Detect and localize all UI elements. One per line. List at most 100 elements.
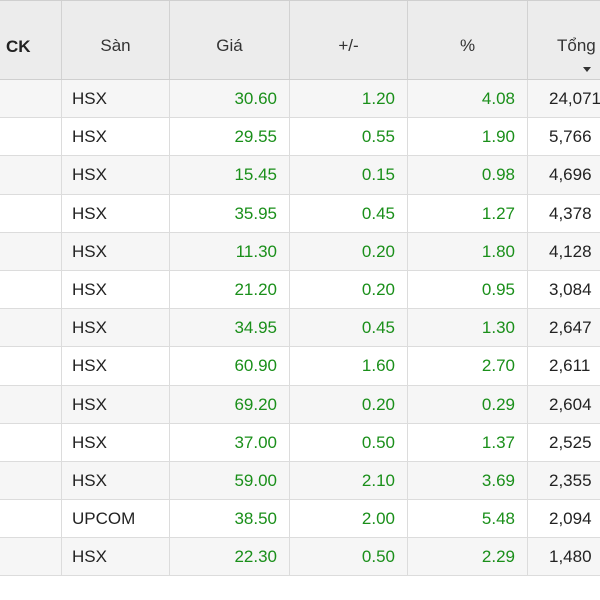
table-row[interactable]: HSX 22.30 0.50 2.29 1,480 bbox=[0, 538, 600, 577]
column-header-volume-label: Tổng bbox=[557, 36, 596, 55]
change-cell: 1.20 bbox=[290, 80, 408, 118]
table-row[interactable]: HSX 11.30 0.20 1.80 4,128 bbox=[0, 232, 600, 271]
column-header-percent[interactable]: % bbox=[408, 1, 528, 79]
change-cell: 0.45 bbox=[290, 309, 408, 347]
table-row[interactable]: UPCOM 38.50 2.00 5.48 2,094 bbox=[0, 500, 600, 539]
percent-cell: 2.70 bbox=[408, 347, 528, 385]
percent-cell: 1.30 bbox=[408, 309, 528, 347]
exchange-cell: UPCOM bbox=[62, 500, 170, 538]
table-row[interactable]: HSX 21.20 0.20 0.95 3,084 bbox=[0, 270, 600, 310]
table-header: CK Sàn Giá +/- % Tổng bbox=[0, 0, 600, 80]
column-header-san-label: Sàn bbox=[100, 36, 131, 55]
table-row[interactable]: HSX 35.95 0.45 1.27 4,378 bbox=[0, 194, 600, 233]
table-row[interactable]: HSX 69.20 0.20 0.29 2,604 bbox=[0, 385, 600, 424]
exchange-cell: HSX bbox=[62, 270, 170, 309]
change-cell: 0.45 bbox=[290, 194, 408, 232]
sort-descending-icon[interactable] bbox=[583, 67, 591, 72]
percent-cell: 1.37 bbox=[408, 423, 528, 461]
change-cell: 0.20 bbox=[290, 385, 408, 423]
change-cell: 0.50 bbox=[290, 423, 408, 461]
price-cell: 22.30 bbox=[170, 538, 290, 576]
volume-cell: 4,378 bbox=[549, 203, 592, 223]
exchange-cell: HSX bbox=[62, 232, 170, 270]
exchange-cell: HSX bbox=[62, 347, 170, 385]
percent-cell: 3.69 bbox=[408, 461, 528, 500]
ck-cell bbox=[0, 347, 62, 385]
change-cell: 2.10 bbox=[290, 461, 408, 500]
column-header-ck[interactable]: CK bbox=[0, 1, 62, 79]
volume-cell: 2,647 bbox=[549, 318, 592, 338]
table-row[interactable]: HSX 34.95 0.45 1.30 2,647 bbox=[0, 309, 600, 348]
volume-cell: 4,128 bbox=[549, 241, 592, 261]
table-row[interactable]: HSX 29.55 0.55 1.90 5,766 bbox=[0, 118, 600, 157]
ck-cell bbox=[0, 461, 62, 500]
exchange-cell: HSX bbox=[62, 385, 170, 423]
volume-cell: 2,355 bbox=[549, 470, 592, 490]
table-row[interactable]: HSX 30.60 1.20 4.08 24,071 bbox=[0, 80, 600, 119]
column-header-change[interactable]: +/- bbox=[290, 1, 408, 79]
table-row[interactable]: HSX 15.45 0.15 0.98 4,696 bbox=[0, 156, 600, 195]
price-cell: 34.95 bbox=[170, 309, 290, 347]
exchange-cell: HSX bbox=[62, 156, 170, 194]
column-header-percent-label: % bbox=[459, 36, 476, 55]
ck-cell bbox=[0, 423, 62, 461]
ck-cell bbox=[0, 538, 62, 576]
exchange-cell: HSX bbox=[62, 461, 170, 500]
table-row[interactable]: HSX 59.00 2.10 3.69 2,355 bbox=[0, 461, 600, 501]
change-cell: 0.50 bbox=[290, 538, 408, 576]
ck-cell bbox=[0, 500, 62, 538]
exchange-cell: HSX bbox=[62, 118, 170, 156]
volume-cell: 2,094 bbox=[549, 509, 592, 529]
percent-cell: 0.98 bbox=[408, 156, 528, 194]
percent-cell: 2.29 bbox=[408, 538, 528, 576]
price-cell: 59.00 bbox=[170, 461, 290, 500]
volume-cell: 24,071 bbox=[549, 89, 600, 108]
price-cell: 69.20 bbox=[170, 385, 290, 423]
price-cell: 37.00 bbox=[170, 423, 290, 461]
ck-cell bbox=[0, 194, 62, 232]
ck-cell bbox=[0, 232, 62, 270]
percent-cell: 1.80 bbox=[408, 232, 528, 270]
price-cell: 21.20 bbox=[170, 270, 290, 309]
percent-cell: 4.08 bbox=[408, 80, 528, 118]
volume-cell: 5,766 bbox=[549, 127, 592, 147]
column-header-volume[interactable]: Tổng bbox=[528, 1, 600, 79]
percent-cell: 0.95 bbox=[408, 270, 528, 309]
change-cell: 0.20 bbox=[290, 270, 408, 309]
ck-cell bbox=[0, 118, 62, 156]
exchange-cell: HSX bbox=[62, 309, 170, 347]
table-row[interactable]: HSX 37.00 0.50 1.37 2,525 bbox=[0, 423, 600, 462]
ck-cell bbox=[0, 156, 62, 194]
volume-cell: 4,696 bbox=[549, 165, 592, 185]
volume-cell: 2,611 bbox=[549, 356, 591, 376]
change-cell: 2.00 bbox=[290, 500, 408, 538]
stock-table: CK Sàn Giá +/- % Tổng HSX 30.60 1.20 4.08 24… bbox=[0, 0, 600, 577]
price-cell: 29.55 bbox=[170, 118, 290, 156]
change-cell: 1.60 bbox=[290, 347, 408, 385]
change-cell: 0.20 bbox=[290, 232, 408, 270]
table-body: HSX 30.60 1.20 4.08 24,071 HSX 29.55 0.55 1.90 5,… bbox=[0, 80, 600, 577]
price-cell: 30.60 bbox=[170, 80, 290, 118]
price-cell: 38.50 bbox=[170, 500, 290, 538]
ck-cell bbox=[0, 270, 62, 309]
price-cell: 15.45 bbox=[170, 156, 290, 194]
volume-cell: 1,480 bbox=[549, 547, 592, 567]
percent-cell: 5.48 bbox=[408, 500, 528, 538]
ck-cell bbox=[0, 385, 62, 423]
percent-cell: 1.27 bbox=[408, 194, 528, 232]
exchange-cell: HSX bbox=[62, 80, 170, 118]
change-cell: 0.55 bbox=[290, 118, 408, 156]
column-header-gia-label: Giá bbox=[216, 36, 243, 55]
volume-cell: 3,084 bbox=[549, 279, 592, 299]
ck-cell bbox=[0, 309, 62, 347]
volume-cell: 2,525 bbox=[549, 432, 592, 452]
column-header-ck-label: CK bbox=[6, 37, 31, 56]
table-row[interactable]: HSX 60.90 1.60 2.70 2,611 bbox=[0, 347, 600, 386]
column-header-san[interactable]: Sàn bbox=[62, 1, 170, 79]
volume-cell: 2,604 bbox=[549, 394, 592, 414]
column-header-gia[interactable]: Giá bbox=[170, 1, 290, 79]
exchange-cell: HSX bbox=[62, 194, 170, 232]
ck-cell bbox=[0, 80, 62, 118]
exchange-cell: HSX bbox=[62, 538, 170, 576]
price-cell: 60.90 bbox=[170, 347, 290, 385]
